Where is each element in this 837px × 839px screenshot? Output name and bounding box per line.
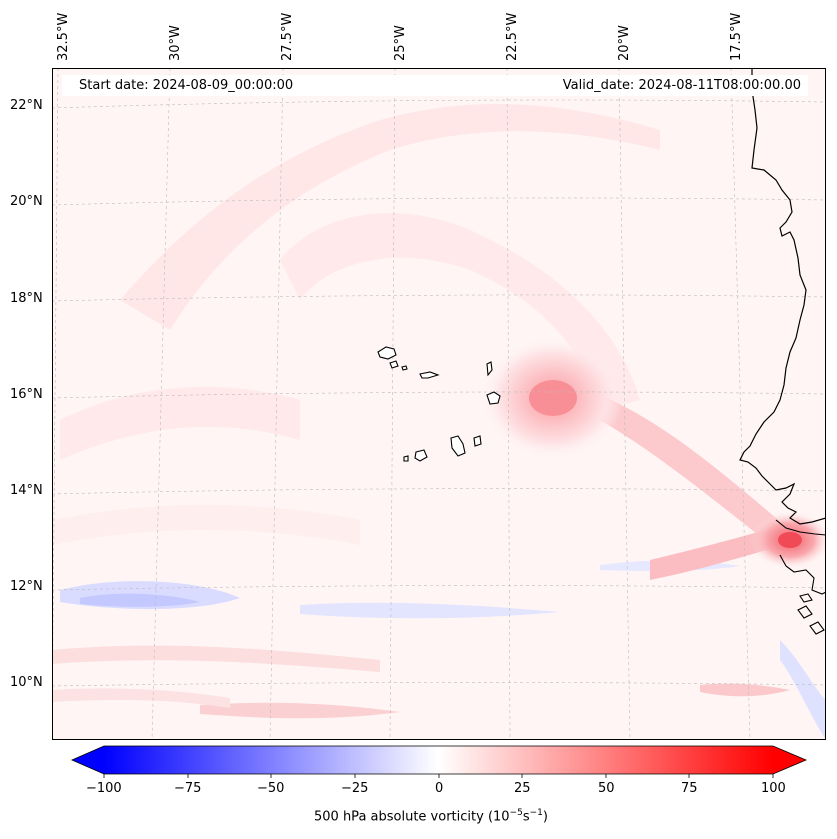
- guinea-bissau-coast: [779, 554, 826, 635]
- colorbar-title-exp2: −1: [529, 808, 543, 818]
- island-sao-nicolau: [419, 371, 440, 379]
- africa-coastline: [739, 68, 826, 525]
- island-santo-antao: [377, 346, 397, 360]
- field-band-south-4: [52, 688, 230, 708]
- colorbar-tick-label: 50: [598, 781, 615, 796]
- lon-label-27-5w: 27.5°W: [280, 12, 295, 61]
- colorbar-title-exp1: −5: [509, 808, 523, 818]
- lat-label-12n: 12°N: [10, 579, 43, 594]
- island-sao-vicente: [389, 360, 399, 369]
- field-coastal-streak: [600, 395, 790, 560]
- lon-label-25w: 25°W: [393, 25, 408, 61]
- island-maio: [473, 435, 482, 447]
- colorbar-tick-label: 25: [514, 781, 531, 796]
- lat-label-18n: 18°N: [10, 291, 43, 306]
- lon-label-20w: 20°W: [617, 25, 632, 61]
- valid-date-label: Valid_date: 2024-08-11T08:00:00.00: [562, 78, 801, 93]
- colorbar-tick-label: −50: [257, 781, 285, 796]
- island-santa-luzia: [401, 365, 408, 371]
- colorbar-body: [104, 746, 773, 774]
- colorbar-arrow-left: [72, 746, 104, 774]
- colorbar-title: 500 hPa absolute vorticity (10−5s−1): [314, 808, 548, 824]
- island-sal: [486, 361, 493, 377]
- lat-label-22n: 22°N: [10, 98, 43, 113]
- island-santiago: [450, 435, 466, 457]
- colorbar-tick-label: 75: [681, 781, 698, 796]
- lat-label-14n: 14°N: [10, 483, 43, 498]
- lon-label-22-5w: 22.5°W: [505, 12, 520, 61]
- lat-label-20n: 20°N: [10, 194, 43, 209]
- vortex-core: [529, 380, 577, 416]
- colorbar-arrow-right: [773, 746, 806, 774]
- colorbar-tick-label: 0: [435, 781, 444, 796]
- field-band-south-1: [52, 645, 380, 672]
- island-brava: [403, 455, 409, 462]
- lat-label-16n: 16°N: [10, 387, 43, 402]
- field-band-south-2: [200, 702, 400, 719]
- colorbar-ticks: [103, 774, 774, 778]
- colorbar-title-main: 500 hPa absolute vorticity (10: [314, 809, 510, 825]
- field-negative-band-5: [780, 640, 826, 740]
- colorbar-tick-label: −25: [341, 781, 369, 796]
- colorbar-tick-label: 100: [761, 781, 786, 796]
- cape-verde-islands: [377, 346, 501, 462]
- field-negative-band-2: [80, 593, 200, 607]
- lon-label-30w: 30°W: [168, 25, 183, 61]
- lat-label-10n: 10°N: [10, 675, 43, 690]
- gambia-river: [775, 519, 826, 536]
- field-band-south-3: [700, 683, 790, 697]
- field-band-sw: [52, 505, 360, 545]
- colorbar-tick-label: −100: [86, 781, 122, 796]
- island-boa-vista: [486, 391, 501, 405]
- lon-label-32-5w: 32.5°W: [56, 12, 71, 61]
- field-band-nw: [120, 103, 660, 331]
- date-header: [62, 75, 808, 96]
- field-negative-band-3: [300, 602, 560, 619]
- lon-label-17-5w: 17.5°W: [729, 12, 744, 61]
- colorbar-tick-label: −75: [174, 781, 202, 796]
- start-date-label: Start date: 2024-08-09_00:00:00: [79, 78, 294, 93]
- colorbar: [71, 745, 808, 778]
- colorbar-title-mid: s: [522, 809, 530, 825]
- gridlines: [52, 68, 826, 740]
- island-fogo: [414, 449, 428, 462]
- coastal-hotspot-core: [778, 532, 802, 548]
- colorbar-title-end: ): [542, 809, 548, 825]
- field-band-west: [60, 386, 300, 460]
